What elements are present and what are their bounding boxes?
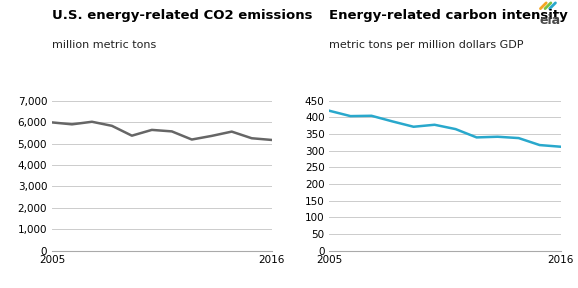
Text: U.S. energy-related CO2 emissions: U.S. energy-related CO2 emissions [52, 9, 313, 22]
Text: Energy-related carbon intensity: Energy-related carbon intensity [329, 9, 568, 22]
Text: eia: eia [539, 14, 561, 27]
Text: million metric tons: million metric tons [52, 40, 156, 50]
Text: metric tons per million dollars GDP: metric tons per million dollars GDP [329, 40, 524, 50]
